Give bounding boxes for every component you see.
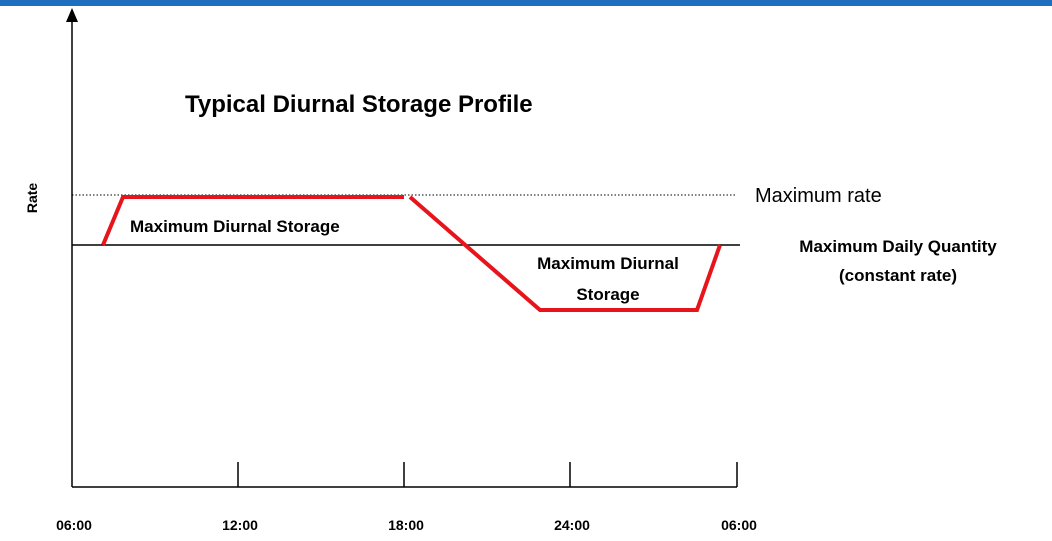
- y-axis-arrow: [66, 8, 78, 22]
- storage-label: Maximum Diurnal: [537, 254, 679, 273]
- title: Typical Diurnal Storage Profile: [185, 91, 533, 118]
- y-axis-label: Rate: [24, 183, 40, 214]
- x-label: 06:00: [721, 517, 757, 533]
- top-bar: [0, 0, 1052, 6]
- profile-line: [408, 195, 722, 312]
- x-label: 06:00: [56, 517, 92, 533]
- profile-line: [101, 195, 404, 246]
- x-label: 18:00: [388, 517, 424, 533]
- x-ticks: [237, 462, 738, 487]
- x-labels: 06:00 12:00 18:00 24:00 06:00: [56, 517, 757, 533]
- x-label: 24:00: [554, 517, 590, 533]
- max-rate-label: Maximum rate: [755, 185, 882, 207]
- daily-quantity-label: Maximum Daily Quantity: [799, 237, 997, 256]
- x-label: 12:00: [222, 517, 258, 533]
- daily-quantity-label: (constant rate): [839, 266, 957, 285]
- storage-label: Maximum Diurnal Storage: [130, 217, 340, 236]
- storage-label: Storage: [576, 285, 639, 304]
